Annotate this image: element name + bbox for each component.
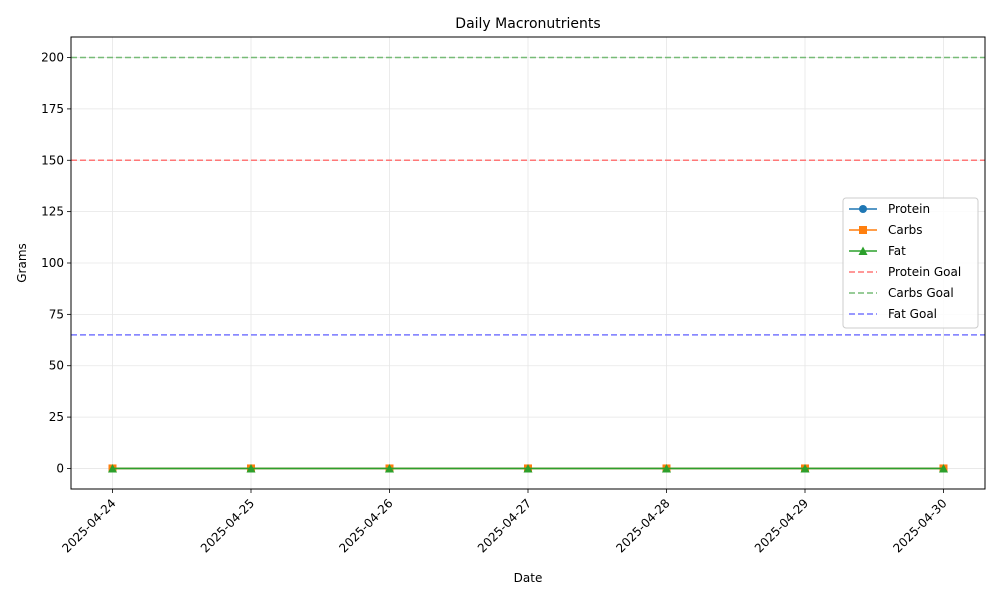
y-tick-label: 50 xyxy=(49,359,64,373)
data-point xyxy=(246,463,256,473)
y-axis-ticks: 0 25 50 75 100 125 150 175 200 xyxy=(41,51,71,475)
y-tick-label: 175 xyxy=(41,102,64,116)
legend-label: Fat Goal xyxy=(888,307,937,321)
x-tick-label: 2025-04-27 xyxy=(475,496,534,555)
y-axis-label: Grams xyxy=(15,243,29,283)
x-tick-label: 2025-04-29 xyxy=(752,496,811,555)
y-tick-label: 100 xyxy=(41,256,64,270)
data-point xyxy=(385,463,394,473)
data-point xyxy=(662,463,671,473)
goal-lines xyxy=(71,56,985,336)
data-point xyxy=(858,246,868,255)
data-point xyxy=(859,226,867,234)
data-point xyxy=(800,463,810,473)
y-tick-label: 0 xyxy=(56,461,64,475)
data-point xyxy=(939,463,948,473)
legend-label: Protein Goal xyxy=(888,265,961,279)
y-tick-label: 200 xyxy=(41,51,64,65)
grid xyxy=(71,37,985,489)
legend-label: Protein xyxy=(888,202,930,216)
y-tick-label: 125 xyxy=(41,205,64,219)
y-tick-label: 25 xyxy=(49,410,64,424)
legend-label: Carbs Goal xyxy=(888,286,954,300)
legend: Protein Carbs Fat Protein Goal Carbs Goal Fat… xyxy=(842,197,979,329)
x-tick-label: 2025-04-26 xyxy=(336,496,395,555)
legend-label: Carbs xyxy=(888,223,923,237)
y-tick-label: 75 xyxy=(49,307,64,321)
x-tick-label: 2025-04-24 xyxy=(59,496,118,555)
data-point xyxy=(523,463,533,473)
x-tick-label: 2025-04-28 xyxy=(613,496,672,555)
x-axis-ticks: 2025-04-24 2025-04-25 2025-04-26 2025-04-27… xyxy=(59,489,950,555)
data-point xyxy=(859,205,867,213)
legend-label: Fat xyxy=(888,244,906,258)
data-point xyxy=(108,463,117,473)
data-series xyxy=(108,463,948,473)
y-tick-label: 150 xyxy=(41,153,64,167)
x-tick-label: 2025-04-25 xyxy=(198,496,257,555)
x-tick-label: 2025-04-30 xyxy=(890,496,949,555)
x-axis-label: Date xyxy=(514,571,543,585)
chart-title: Daily Macronutrients xyxy=(455,16,600,32)
